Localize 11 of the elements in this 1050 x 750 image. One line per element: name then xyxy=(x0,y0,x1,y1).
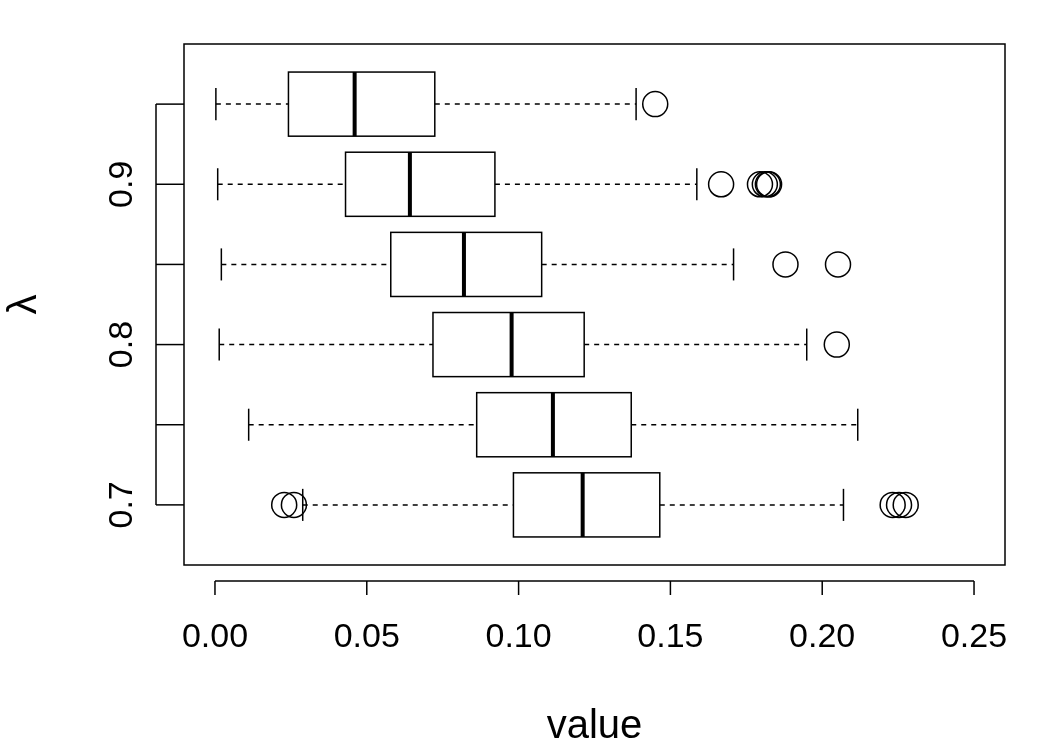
x-tick-label: 0.05 xyxy=(333,616,400,654)
x-tick-label: 0.20 xyxy=(789,616,856,654)
x-axis-title: value xyxy=(546,702,643,746)
x-tick-label: 0.10 xyxy=(485,616,552,654)
x-tick-label: 0.25 xyxy=(940,616,1008,654)
y-tick-label: 0.8 xyxy=(101,320,139,369)
x-tick-label: 0.15 xyxy=(637,616,704,654)
y-tick-label: 0.7 xyxy=(101,481,139,529)
y-axis-title: λ xyxy=(0,294,44,315)
y-tick-label: 0.9 xyxy=(101,160,139,208)
x-tick-label: 0.00 xyxy=(181,616,249,654)
